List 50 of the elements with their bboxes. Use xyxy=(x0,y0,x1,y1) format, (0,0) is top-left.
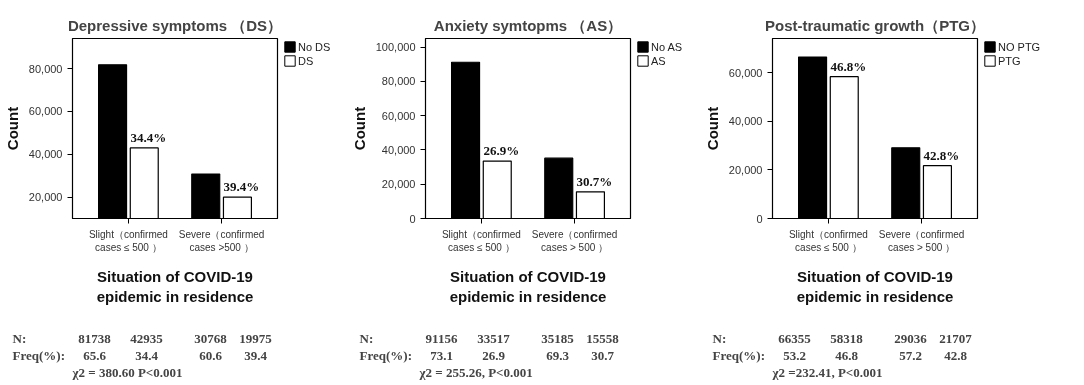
chart-title: Depressive symptoms （DS） xyxy=(67,16,283,34)
text: χ2 =232.41, P<0.001 xyxy=(771,364,883,380)
text: χ2 = 380.60 P<0.001 xyxy=(71,364,183,380)
y-tick-label: 60,000 xyxy=(381,109,416,122)
chart-title: Anxiety symtopms （AS） xyxy=(433,16,623,34)
annotation: 46.8% xyxy=(830,58,867,74)
y-axis-title: Count xyxy=(350,106,368,151)
x-tick-label: Severe（confirmed cases > 500 ） xyxy=(878,228,965,253)
y-tick-label: 0 xyxy=(409,212,416,225)
y-tick-label: 60,000 xyxy=(728,66,763,79)
y-axis-title: Count xyxy=(703,106,721,151)
x-axis-title: Situation of COVID-19 epidemic in residence xyxy=(96,267,254,306)
y-axis-title: Count xyxy=(3,106,21,151)
text: N: 91156 33517 35185 15558 xyxy=(359,330,619,347)
y-tick-label: 0 xyxy=(756,212,763,225)
annotation: 26.9% xyxy=(483,143,520,159)
legend-label: AS xyxy=(651,54,667,67)
y-tick-label: 40,000 xyxy=(381,143,416,156)
x-axis-title: Situation of COVID-19 epidemic in residence xyxy=(796,267,954,306)
y-tick-label: 40,000 xyxy=(728,115,763,128)
x-tick-label: Severe（confirmed cases >500 ） xyxy=(178,228,265,253)
x-axis-title: Situation of COVID-19 epidemic in residence xyxy=(449,267,607,306)
chart-title: Post-traumatic growth（PTG） xyxy=(764,16,986,34)
x-tick-label: Slight（confirmed cases ≤ 500 ） xyxy=(441,228,521,253)
y-tick-label: 20,000 xyxy=(28,191,63,204)
y-tick-label: 100,000 xyxy=(375,41,416,54)
legend-label: PTG xyxy=(998,54,1021,67)
x-tick-label: Slight（confirmed cases ≤ 500 ） xyxy=(788,228,868,253)
y-tick-label: 40,000 xyxy=(28,148,63,161)
x-tick-label: Severe（confirmed cases > 500 ） xyxy=(531,228,618,253)
legend-label: No AS xyxy=(651,40,683,53)
annotation: 39.4% xyxy=(223,179,260,195)
text: N: 66355 58318 29036 21707 xyxy=(712,330,972,347)
text: Freq(%): 53.2 46.8 57.2 42.8 xyxy=(712,347,967,363)
y-tick-label: 80,000 xyxy=(381,75,416,88)
annotation: 42.8% xyxy=(923,147,960,163)
text: Freq(%): 73.1 26.9 69.3 30.7 xyxy=(359,347,614,363)
legend-label: NO PTG xyxy=(998,40,1041,53)
text: χ2 = 255.26, P<0.001 xyxy=(418,364,533,380)
legend-label: DS xyxy=(298,54,315,67)
text: Freq(%): 65.6 34.4 60.6 39.4 xyxy=(12,347,267,363)
annotation: 34.4% xyxy=(130,129,167,145)
y-tick-label: 60,000 xyxy=(28,105,63,118)
legend-label: No DS xyxy=(298,40,331,53)
y-tick-label: 80,000 xyxy=(28,62,63,75)
y-tick-label: 20,000 xyxy=(381,178,416,191)
annotation: 30.7% xyxy=(576,173,613,189)
y-tick-label: 20,000 xyxy=(728,163,763,176)
text: N: 81738 42935 30768 19975 xyxy=(12,330,272,347)
x-tick-label: Slight（confirmed cases ≤ 500 ） xyxy=(88,228,168,253)
